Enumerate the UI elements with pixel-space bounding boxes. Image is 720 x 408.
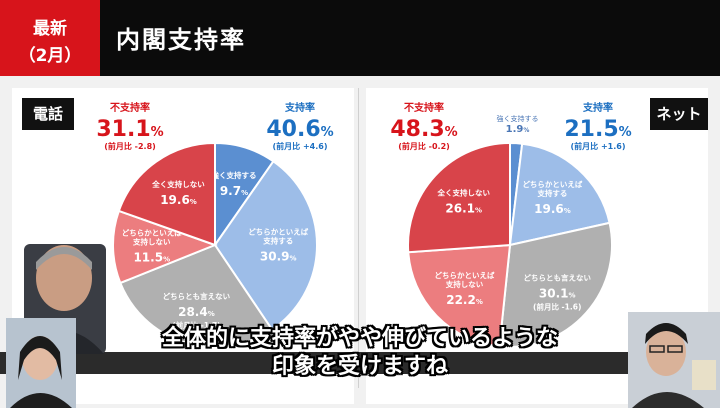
badge-line1: 最新 [33,19,67,39]
slice-value-0-0: 9.7% [220,184,248,198]
badge-line2: （2月） [18,46,82,66]
slice-value-0-2: 28.4% [178,305,215,319]
slice-name-0-1-1: 支持する [262,235,293,245]
slice-change-0-2: (前月比 -1.7) [172,320,220,330]
pie-slice-1-1 [508,142,611,247]
nonsupport-change-1: (前月比 -0.2) [398,141,450,151]
header-bar: 最新 （2月） 内閣支持率 [0,0,720,76]
support-value-0: 40.6% [266,117,333,142]
slice-name-0-2-0: どちらとも言えない [163,291,231,301]
panel-divider [358,88,359,388]
slice-value-0-1: 30.9% [260,249,297,263]
slice-name-0-4-0: 全く支持しない [151,179,205,189]
nonsupport-change-0: (前月比 -2.8) [104,141,156,151]
host-male [628,312,720,408]
slice-name-0-3-0: どちらかといえば [122,227,182,237]
host-female [6,318,76,408]
slice-value-1-3: 22.2% [446,293,483,307]
nonsupport-value-1: 48.3% [390,117,457,142]
slice-name-1-1-1: 支持する [536,188,567,198]
slice-value-1-4: 26.1% [445,201,482,215]
caption: 全体的に支持率がやや伸びているような 印象を受けますね [0,325,720,381]
slice-name-1-3-1: 支持しない [445,279,484,289]
slice-name-1-2-0: どちらとも言えない [523,273,591,283]
politician-photo [24,244,106,354]
pie-slice-1-4 [407,141,511,254]
support-label-1: 支持率 [582,101,613,114]
slice-name-0-0-0: 強く支持する [211,170,256,180]
nonsupport-label-1: 不支持率 [404,101,444,114]
slice-change-1-2: (前月比 -1.6) [533,302,581,312]
caption-line1: 全体的に支持率がやや伸びているような [161,326,558,351]
pie-slice-0-4 [117,141,216,247]
support-label-0: 支持率 [284,101,315,114]
pie-slice-1-3 [407,243,512,348]
latest-badge: 最新 （2月） [0,0,100,76]
caption-line2: 印象を受けますね [271,354,448,379]
slice-value-0-3: 11.5% [133,250,170,264]
slice-value-1-1: 19.6% [534,202,571,216]
slice-value-0-4: 19.6% [160,193,197,207]
news-ticker [0,352,720,374]
pie-slice-0-3 [112,209,218,285]
nonsupport-label-0: 不支持率 [110,101,150,114]
slice-name-1-4-0: 全く支持しない [436,187,490,197]
support-change-0: (前月比 +4.6) [273,141,328,151]
phone-tag: 電話 [22,98,74,130]
mascot-icon [692,360,716,390]
pie-slice-0-2 [119,243,274,348]
slice-name-1-1-0: どちらかといえば [522,179,582,189]
slice-value-1-0: 1.9% [506,124,530,135]
slice-name-0-3-1: 支持しない [132,236,171,246]
slice-name-1-0: 強く支持する [497,114,539,123]
slice-name-0-1-0: どちらかといえば [248,226,308,236]
page-title: 内閣支持率 [116,26,246,54]
net-tag: ネット [650,98,708,130]
support-value-1: 21.5% [564,117,631,142]
pie-slice-0-1 [213,159,319,331]
pie-slice-1-2 [498,221,613,348]
slice-name-1-3-0: どちらかといえば [435,270,495,280]
nonsupport-value-0: 31.1% [96,117,163,142]
slice-value-1-2: 30.1% [539,287,576,301]
support-change-1: (前月比 +1.6) [571,141,626,151]
